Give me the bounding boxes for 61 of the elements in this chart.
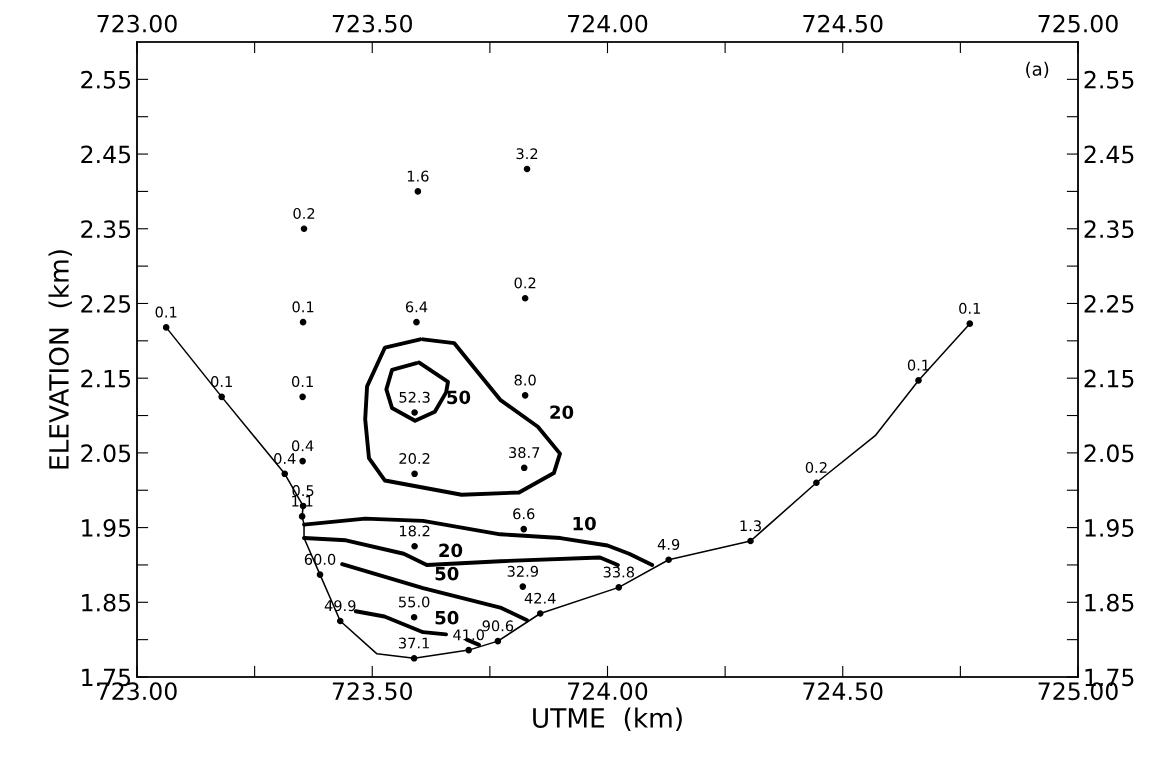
x2-tick-label: 723.00 — [97, 14, 177, 33]
y-tick-label: 2.35 — [81, 220, 131, 239]
y-tick-label: 2.05 — [81, 444, 131, 463]
y-tick-label: 2.25 — [81, 294, 131, 313]
annotation: 0.1 — [211, 376, 232, 388]
x2-tick-label: 723.50 — [332, 14, 412, 33]
y2-tick-label: 1.95 — [1085, 519, 1134, 537]
annotation: 3.2 — [516, 148, 538, 160]
y-tick-label: 2.45 — [81, 145, 131, 164]
annotation: 0.4 — [274, 453, 296, 465]
annotation: 0.2 — [514, 277, 536, 289]
x2-tick-label: 724.00 — [568, 14, 648, 33]
y-tick-label: 2.55 — [81, 70, 131, 89]
y-tick-label: 1.85 — [82, 593, 131, 612]
y2-tick-label: 2.45 — [1084, 145, 1134, 164]
annotation: 20 — [439, 543, 463, 558]
y2-tick-label: 1.85 — [1085, 593, 1134, 612]
annotation: 0.2 — [805, 461, 827, 473]
x2-tick-label: 724.50 — [803, 14, 883, 33]
y2-tick-label: 2.55 — [1084, 70, 1134, 89]
annotation: 50 — [447, 390, 471, 405]
annotation: 4.9 — [657, 538, 680, 550]
y2-tick-label: 2.15 — [1084, 369, 1134, 388]
annotation: 55.0 — [399, 596, 430, 608]
y2-tick-label: 2.25 — [1084, 294, 1134, 313]
annotation: 10 — [573, 516, 596, 531]
annotation: 0.4 — [291, 440, 314, 452]
annotation: 50 — [435, 566, 459, 581]
annotation: 33.8 — [603, 566, 635, 578]
annotation: 1.3 — [740, 520, 761, 532]
y2-tick-label: 2.35 — [1084, 220, 1134, 239]
annotation: 0.1 — [907, 359, 929, 371]
annotation: (a) — [1026, 61, 1049, 78]
annotation: 50 — [435, 610, 459, 625]
annotation: 1.6 — [407, 170, 429, 182]
annotation: 0.1 — [959, 302, 981, 314]
annotation: 6.6 — [513, 508, 535, 520]
annotation: 20 — [550, 405, 574, 420]
annotation: 0.2 — [293, 207, 315, 219]
annotation: 0.1 — [292, 301, 314, 313]
annotation: 0.1 — [155, 306, 177, 318]
y2-tick-label: 2.05 — [1084, 444, 1134, 463]
x-tick-label: 723.50 — [332, 682, 412, 701]
x-axis-title: UTME (km) — [533, 707, 682, 732]
y-axis-title: ELEVATION (km) — [48, 250, 72, 469]
annotation: 20.2 — [399, 453, 430, 465]
annotation: 90.6 — [482, 620, 514, 632]
annotation: 42.4 — [524, 592, 556, 604]
annotation: 18.2 — [399, 525, 430, 537]
annotation: 8.0 — [514, 374, 536, 386]
annotation: 52.3 — [399, 391, 430, 403]
y-tick-label: 1.95 — [82, 519, 131, 537]
annotation: 38.7 — [509, 447, 540, 459]
annotation: 6.4 — [405, 301, 428, 313]
annotation: 0.1 — [291, 376, 313, 388]
annotation: 32.9 — [507, 565, 539, 577]
x2-tick-label: 725.00 — [1038, 14, 1118, 33]
x-tick-label: 724.50 — [803, 682, 883, 701]
annotation: 37.1 — [399, 637, 430, 649]
x-tick-label: 724.00 — [568, 682, 648, 701]
y-tick-label: 2.15 — [81, 369, 131, 388]
